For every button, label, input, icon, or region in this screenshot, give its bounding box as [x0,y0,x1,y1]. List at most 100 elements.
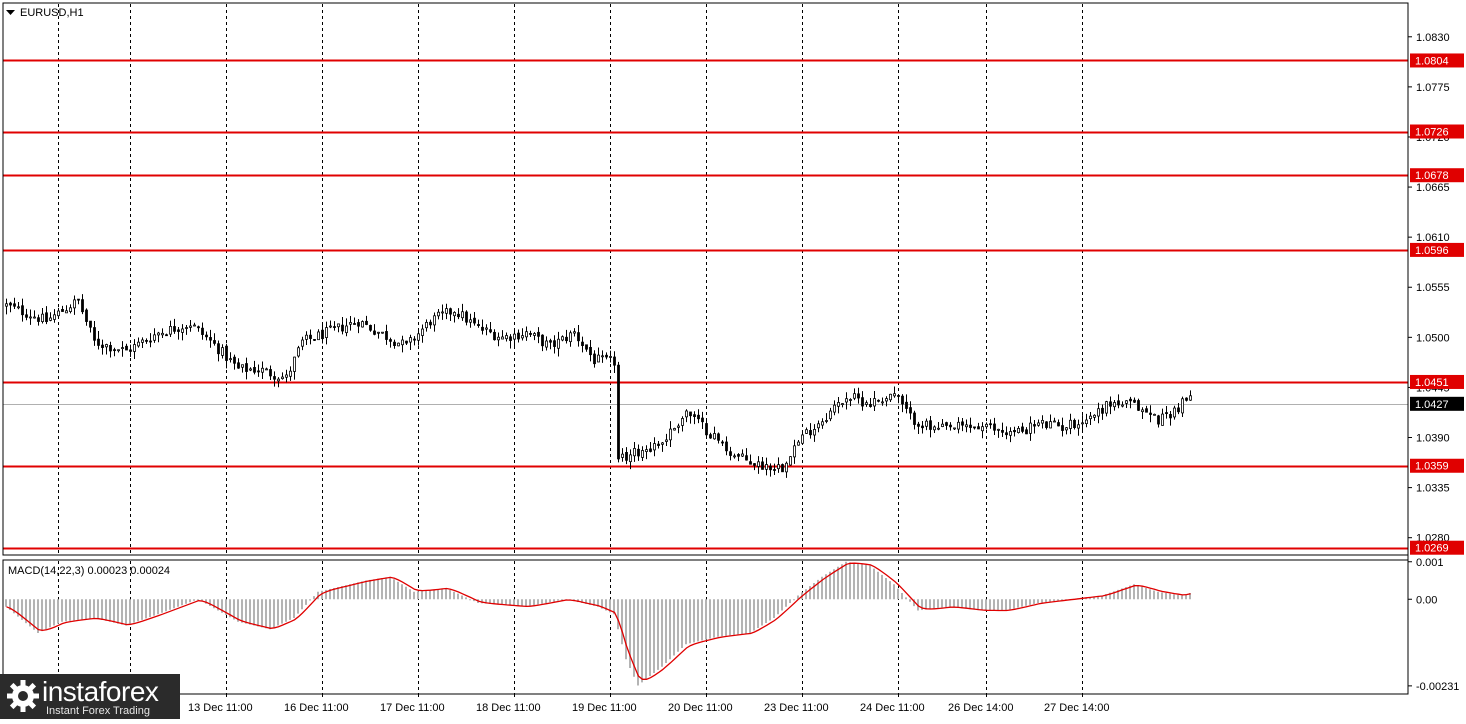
candle [565,329,568,344]
candle-body [1085,419,1088,425]
candle [37,314,40,326]
macd-bar [169,599,171,610]
price-tag-label: 1.0726 [1415,127,1449,139]
macd-bar [337,587,339,600]
candle-body [373,330,376,335]
macd-bar [949,599,951,607]
macd-bar [929,599,931,610]
candle-body [613,356,616,366]
candle-body [781,464,784,473]
price-tag: 1.0678 [1410,168,1464,183]
grid [58,4,1083,693]
candle-body [501,336,504,340]
candle-body [609,356,612,358]
candle-body [717,433,720,441]
candle [529,330,532,338]
candle-body [1089,415,1092,420]
price-tick-label: 1.0775 [1416,82,1450,94]
candle-body [105,344,108,348]
macd-bar [65,599,67,622]
time-tick-label: 24 Dec 11:00 [860,702,925,714]
candle-body [933,426,936,431]
candle [481,319,484,335]
candle-body [817,423,820,429]
macd-bar [1185,594,1187,600]
candle [1009,427,1012,443]
macd-bar [117,599,119,624]
candle [321,323,324,344]
candle [1117,394,1120,409]
macd-bar [397,581,399,600]
candle-body [937,427,940,430]
candle [805,427,808,435]
candle-body [637,448,640,457]
macd-bar [345,585,347,600]
candle [517,329,520,343]
macd-bar [653,599,655,673]
candle-body [337,323,340,328]
candle-body [853,393,856,399]
macd-bar [437,588,439,600]
candle [9,301,12,313]
candle [661,441,664,452]
macd-bar [501,599,503,605]
price-tag-bg [1410,242,1464,257]
macd-bar [1101,595,1103,600]
candle-body [309,334,312,339]
price-tag: 1.0726 [1410,124,1464,139]
candle-body [1137,400,1140,411]
macd-bar [649,599,651,677]
macd-bar [1033,599,1035,604]
symbol-label[interactable]: EURUSD,H1 [20,7,84,19]
candle-body [61,308,64,312]
candle [725,436,728,456]
candle-body [881,401,884,404]
candle-body [721,441,724,444]
price-tag-bg [1410,53,1464,68]
candle-body [137,341,140,347]
candle [1081,415,1084,431]
macd-bar [413,591,415,600]
macd-bar [537,599,539,605]
candle [789,456,792,466]
instaforex-logo: instaforex Instant Forex Trading [0,674,180,719]
candle [137,337,140,348]
candle [941,419,944,428]
time-tick-label: 18 Dec 11:00 [476,702,541,714]
candle [1013,426,1016,437]
candle [969,417,972,433]
candle [29,309,32,325]
macd-bar [1061,599,1063,601]
candle-body [945,422,948,426]
macd-bar [513,599,515,606]
time-tick-label: 16 Dec 11:00 [284,702,349,714]
macd-bar [637,599,639,686]
candle [1189,390,1192,401]
macd-bar [161,599,163,613]
candle-body [649,448,652,452]
candle-body [1181,398,1184,414]
price-tag-bg [1410,168,1464,183]
candle-body [1169,414,1172,419]
macd-bar [581,599,583,603]
candle-body [301,339,304,347]
macd-bar [1109,592,1111,600]
macd-tick-label: -0.00231 [1416,681,1459,693]
macd-bar [749,599,751,633]
candle-body [1165,412,1168,414]
macd-bar [273,599,275,628]
candle [289,366,292,381]
candle-body [821,421,824,426]
candle [1169,411,1172,426]
candle-body [413,338,416,341]
macd-bar [133,599,135,623]
symbol-dropdown-icon[interactable] [6,10,15,15]
candle [541,334,544,352]
candle [689,411,692,424]
macd-bar [1177,594,1179,600]
candle-body [125,345,128,351]
macd-bar [689,599,691,644]
macd-bar [773,599,775,618]
